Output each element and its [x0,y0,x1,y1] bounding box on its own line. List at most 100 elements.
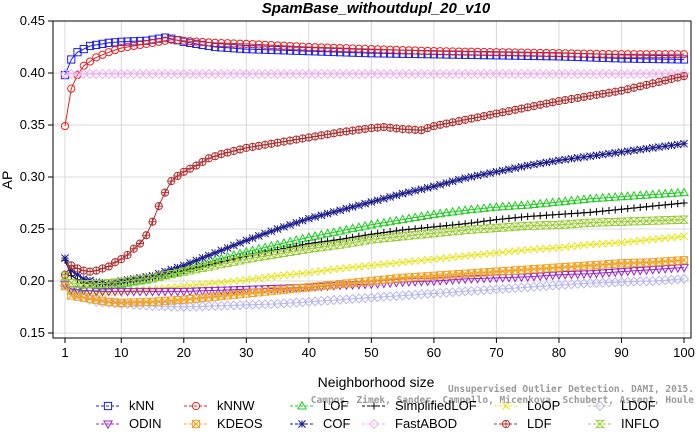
data-point [104,38,113,47]
data-point [267,227,276,236]
data-point [92,40,101,50]
data-point [636,236,645,245]
data-point [536,212,544,220]
data-point [673,55,682,64]
data-point [342,204,351,213]
data-point [78,280,89,289]
data-point [266,298,277,310]
data-point [636,203,644,211]
data-point [536,48,545,58]
data-point [392,191,401,200]
legend-marker [191,419,201,429]
data-point [298,134,307,143]
data-point [416,277,427,287]
data-point [660,188,671,198]
data-point [398,189,407,198]
data-point [229,39,238,48]
data-point [234,300,246,311]
data-point [580,209,588,217]
data-point [542,158,551,167]
legend-item-knn: kNN [96,398,154,413]
data-point [360,292,371,304]
legend-item-fastabod: FastABOD [362,416,457,431]
data-point [428,277,439,287]
data-point [298,42,307,51]
data-point [642,258,651,267]
data-point [642,80,651,89]
data-point [417,185,426,194]
data-point [498,48,507,57]
data-point [136,286,144,295]
legend-item-ldof: LDOF [588,398,656,413]
data-point [166,270,177,279]
data-point [460,275,471,285]
data-point [141,274,152,283]
data-point [472,275,483,284]
data-point [123,276,132,284]
data-point [629,54,639,63]
data-point [510,222,520,231]
data-point [529,221,539,230]
data-point [479,224,489,233]
data-point [403,278,414,288]
data-point [98,50,107,59]
data-point [610,277,621,288]
data-point [360,220,371,230]
data-point [204,293,213,302]
data-point [348,44,357,53]
data-point [474,218,482,226]
data-point [491,201,502,211]
data-point [186,258,195,267]
data-point [679,263,689,273]
data-point [311,47,320,56]
data-point [655,143,663,152]
data-point [447,276,458,285]
data-point [192,161,201,170]
data-point [217,38,226,48]
data-point [279,222,288,231]
data-point [223,39,232,48]
data-point [404,188,413,197]
data-point [167,177,176,186]
data-point [672,264,683,274]
data-point [648,235,657,244]
data-point [623,147,632,156]
data-point [172,287,183,297]
data-point [529,48,539,57]
data-point [142,39,151,48]
data-point [447,227,458,236]
data-point [73,270,82,279]
data-point [466,275,477,284]
data-point [436,180,445,189]
data-point [379,260,388,269]
data-point [597,192,608,202]
data-point [148,38,157,47]
data-point [67,84,76,93]
plot-frame [52,20,692,339]
data-point [235,290,245,299]
data-point [348,202,357,211]
series-line [64,219,685,285]
data-point [248,45,257,54]
data-point [579,92,589,102]
data-point [591,218,602,227]
data-point [304,47,313,56]
data-point [648,54,657,64]
data-point [104,288,113,297]
data-point [479,250,488,259]
data-point [654,77,664,87]
data-point [305,239,313,248]
data-point [355,232,363,240]
data-point [292,42,301,51]
data-point [353,281,364,290]
data-point [672,187,683,197]
data-point [636,50,645,59]
data-point [472,203,483,213]
data-point [648,143,657,152]
data-point [642,236,651,244]
data-point [548,244,557,253]
data-point [498,166,507,175]
data-point [535,198,546,208]
x-axis-label: Neighborhood size [318,374,435,390]
